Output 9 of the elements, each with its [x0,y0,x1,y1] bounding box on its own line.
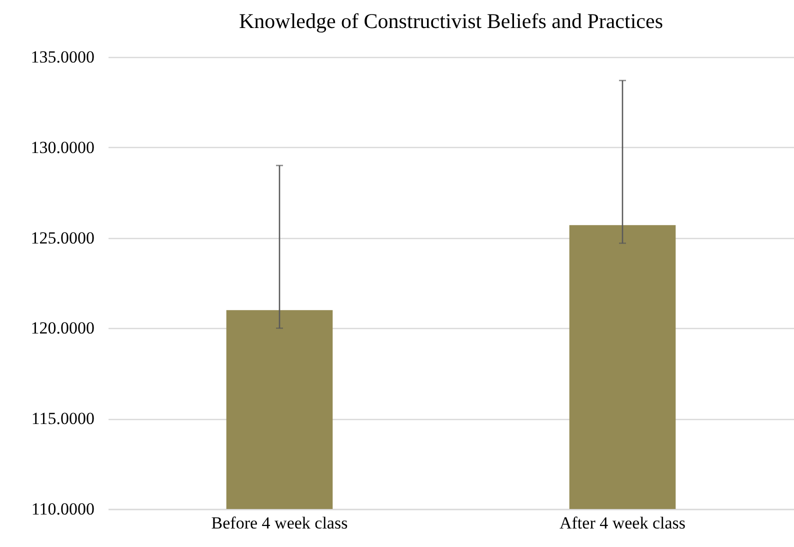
y-tick-label: 125.0000 [30,228,94,248]
y-tick-label: 130.0000 [30,138,94,157]
chart-title: Knowledge of Constructivist Beliefs and Practices [239,9,663,33]
y-tick-label: 120.0000 [30,318,94,338]
y-tick-label: 110.0000 [31,500,94,518]
y-tick-label: 135.0000 [30,48,94,66]
y-tick-label: 115.0000 [31,409,94,428]
x-tick-label: After 4 week class [559,514,686,532]
x-tick-label: Before 4 week class [211,514,348,532]
